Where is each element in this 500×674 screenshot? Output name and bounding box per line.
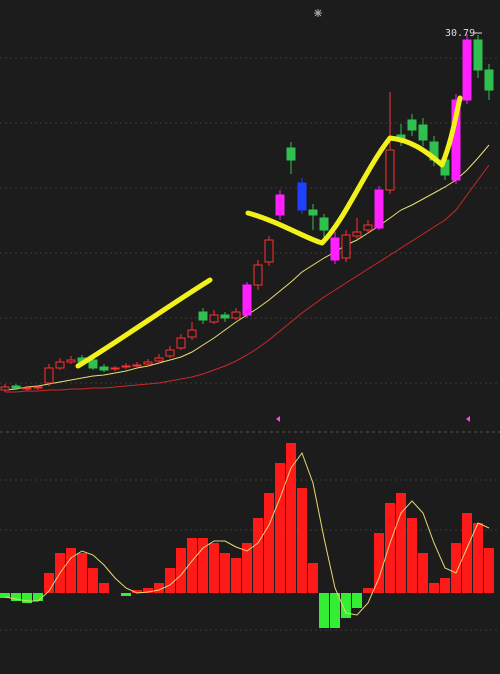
candle-body [22,387,32,390]
candle-body [44,367,54,384]
candle-body [33,386,43,389]
histogram-bar [319,593,329,628]
signal-marker [276,416,280,422]
histogram-bar [341,593,351,618]
candle-body [176,337,186,349]
candle-body [11,385,21,389]
candle-body [187,329,197,338]
histogram-bar [143,588,153,593]
histogram-bar [198,538,208,593]
candle-body [286,147,296,161]
histogram-bar [253,518,263,593]
histogram-bar [264,493,274,593]
histogram-bar [11,593,21,601]
signal-marker [466,416,470,422]
candle-body [165,349,175,357]
histogram-bar [99,583,109,593]
candle-body [198,311,208,321]
histogram-bar [242,543,252,593]
candle-body [374,189,384,229]
histogram-bar [473,523,483,593]
candle-body [231,311,241,319]
candle-body [220,314,230,319]
candle-body [121,365,131,368]
histogram-bar [418,553,428,593]
histogram-bar [132,590,142,593]
candle-body [66,359,76,363]
histogram-bar [407,518,417,593]
histogram-bar [77,553,87,593]
histogram-bar [396,493,406,593]
histogram-bar [385,503,395,593]
histogram-bar [220,553,230,593]
candle-body [99,366,109,371]
candle-body [209,314,219,323]
signal-line [4,451,490,616]
candle-body [341,234,351,259]
candle-body [88,359,98,369]
candle-body [242,284,252,316]
candle-body [330,237,340,261]
histogram-bar [44,573,54,593]
histogram-bar [209,543,219,593]
histogram-bar [286,443,296,593]
candle-body [55,361,65,369]
candle-body [253,264,263,286]
candle-body [385,149,395,191]
candle-body [418,124,428,141]
max-price-label: 30.79 [445,28,475,39]
candle-body [319,217,329,231]
histogram-bar [462,513,472,593]
candle-body [352,231,362,237]
candle-body [132,364,142,367]
candle-body [484,69,494,91]
histogram-bar [308,563,318,593]
price-panel [0,34,494,393]
histogram-bar [429,583,439,593]
histogram-bar [484,548,494,593]
candle-body [154,357,164,362]
candle-body [363,224,373,231]
candle-body [308,209,318,216]
candle-body [110,367,120,370]
candle-body [462,39,472,101]
histogram-bar [440,578,450,593]
histogram-bar [297,488,307,593]
histogram-bar [33,593,43,601]
histogram-bar [275,463,285,593]
hand-drawn-line [75,277,213,369]
histogram-bar [231,558,241,593]
candle-body [143,361,153,365]
histogram-bar [363,588,373,593]
candle-body [297,182,307,211]
histogram-bar [330,593,340,628]
histogram-bar [22,593,32,603]
histogram-bar [374,533,384,593]
histogram-bar [88,568,98,593]
histogram-bar [176,548,186,593]
moving-average [5,164,490,393]
candle-body [473,39,483,71]
histogram-bar [121,593,131,596]
hand-drawn-line [245,95,463,246]
candle-body [0,386,10,391]
histogram-bar [451,543,461,593]
candle-body [275,194,285,216]
histogram-bar [165,568,175,593]
histogram-bar [154,583,164,593]
candle-body [407,119,417,131]
icon [314,9,322,17]
histogram-bar [0,593,10,598]
candle-body [264,239,274,263]
histogram-bar [187,538,197,593]
histogram-bar [66,548,76,593]
histogram-bar [352,593,362,608]
indicator-panel [0,443,494,628]
